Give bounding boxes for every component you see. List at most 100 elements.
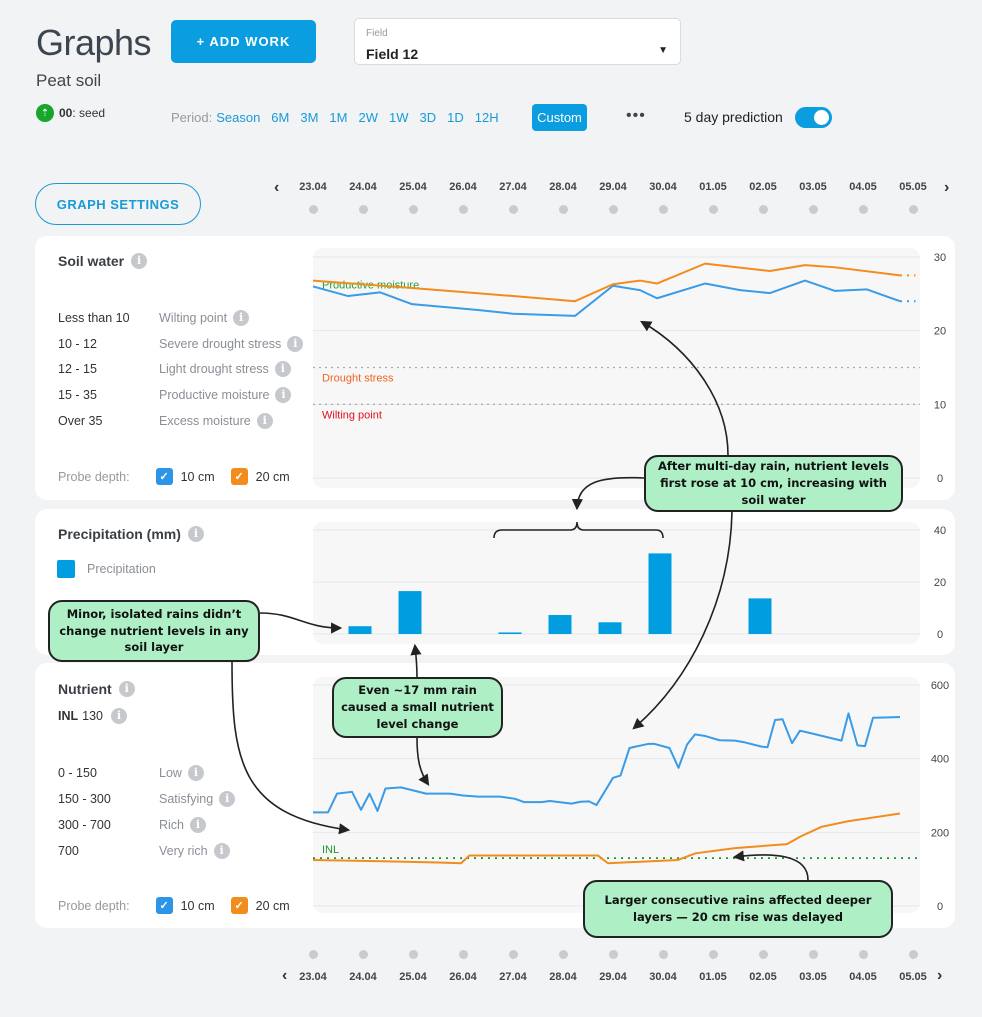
range-value: Over 35: [58, 414, 103, 428]
date-marker[interactable]: [359, 950, 368, 959]
info-icon[interactable]: i: [190, 817, 207, 833]
prediction-toggle[interactable]: [795, 107, 832, 128]
info-icon[interactable]: i: [118, 681, 135, 697]
date-marker[interactable]: [909, 205, 918, 214]
info-icon[interactable]: i: [219, 791, 236, 807]
period-1d[interactable]: 1D: [447, 110, 464, 125]
date-label[interactable]: 28.04: [549, 971, 577, 983]
info-icon[interactable]: i: [287, 336, 304, 352]
date-label[interactable]: 29.04: [599, 971, 627, 983]
date-label[interactable]: 23.04: [299, 971, 327, 983]
date-marker[interactable]: [759, 950, 768, 959]
date-marker[interactable]: [459, 950, 468, 959]
checkbox-10cm[interactable]: ✓: [155, 468, 173, 485]
field-select[interactable]: Field Field 12 ▼: [354, 18, 681, 65]
info-icon[interactable]: i: [256, 413, 273, 429]
date-marker[interactable]: [509, 950, 518, 959]
date-label[interactable]: 03.05: [799, 181, 827, 193]
date-marker[interactable]: [459, 205, 468, 214]
date-marker[interactable]: [709, 950, 718, 959]
date-marker[interactable]: [559, 205, 568, 214]
period-3m[interactable]: 3M: [300, 110, 319, 125]
date-label[interactable]: 04.05: [849, 181, 877, 193]
date-marker[interactable]: [759, 205, 768, 214]
date-label[interactable]: 05.05: [899, 181, 927, 193]
date-label[interactable]: 26.04: [449, 181, 477, 193]
info-icon[interactable]: i: [187, 765, 204, 781]
date-label[interactable]: 26.04: [449, 971, 477, 983]
date-label[interactable]: 30.04: [649, 971, 677, 983]
date-label[interactable]: 24.04: [349, 971, 377, 983]
info-icon[interactable]: i: [187, 526, 204, 542]
chevron-right-icon[interactable]: ›: [944, 179, 950, 196]
chevron-right-icon[interactable]: ›: [937, 967, 943, 984]
graph-settings-button[interactable]: GRAPH SETTINGS: [35, 183, 201, 225]
range-label: Severe drought stress: [159, 337, 282, 351]
date-marker[interactable]: [809, 950, 818, 959]
info-icon[interactable]: i: [274, 361, 291, 377]
info-icon[interactable]: i: [213, 843, 230, 859]
date-label[interactable]: 29.04: [599, 181, 627, 193]
date-marker[interactable]: [309, 950, 318, 959]
date-marker[interactable]: [559, 950, 568, 959]
date-label[interactable]: 25.04: [399, 181, 427, 193]
date-marker[interactable]: [409, 205, 418, 214]
date-label[interactable]: 30.04: [649, 181, 677, 193]
date-label[interactable]: 02.05: [749, 971, 777, 983]
period-6m[interactable]: 6M: [271, 110, 290, 125]
soil-water-title: Soil water i: [58, 253, 148, 269]
checkbox-20cm[interactable]: ✓: [230, 897, 248, 914]
date-label[interactable]: 28.04: [549, 181, 577, 193]
date-label[interactable]: 03.05: [799, 971, 827, 983]
info-icon[interactable]: i: [131, 253, 148, 269]
date-marker[interactable]: [509, 205, 518, 214]
checkbox-20cm[interactable]: ✓: [230, 468, 248, 485]
chevron-left-icon[interactable]: ‹: [274, 179, 280, 196]
date-label[interactable]: 24.04: [349, 181, 377, 193]
date-marker[interactable]: [809, 205, 818, 214]
field-label: Field: [366, 28, 388, 39]
date-marker[interactable]: [609, 950, 618, 959]
info-icon[interactable]: i: [233, 310, 250, 326]
range-row: 150 - 300 Satisfying i: [58, 791, 236, 807]
more-options-icon[interactable]: •••: [626, 107, 646, 124]
date-label[interactable]: 05.05: [899, 971, 927, 983]
checkbox-10cm[interactable]: ✓: [155, 897, 173, 914]
period-custom-button[interactable]: Custom: [532, 104, 587, 131]
period-season[interactable]: Season: [216, 110, 261, 125]
date-label[interactable]: 02.05: [749, 181, 777, 193]
date-marker[interactable]: [359, 205, 368, 214]
date-marker[interactable]: [659, 205, 668, 214]
date-marker[interactable]: [859, 205, 868, 214]
reference-label: Drought stress: [322, 373, 394, 385]
date-label[interactable]: 27.04: [499, 181, 527, 193]
period-2w[interactable]: 2W: [358, 110, 378, 125]
series-line-20cm: [312, 812, 901, 865]
date-marker[interactable]: [709, 205, 718, 214]
date-marker[interactable]: [909, 950, 918, 959]
date-marker[interactable]: [609, 205, 618, 214]
date-label[interactable]: 27.04: [499, 971, 527, 983]
date-marker[interactable]: [309, 205, 318, 214]
date-label[interactable]: 01.05: [699, 971, 727, 983]
period-1m[interactable]: 1M: [329, 110, 348, 125]
range-row: 12 - 15 Light drought stress i: [58, 361, 291, 377]
date-marker[interactable]: [659, 950, 668, 959]
period-1w[interactable]: 1W: [388, 110, 409, 125]
date-label[interactable]: 25.04: [399, 971, 427, 983]
date-label[interactable]: 01.05: [699, 181, 727, 193]
info-icon[interactable]: i: [275, 387, 292, 403]
info-icon[interactable]: i: [111, 708, 127, 724]
chevron-left-icon[interactable]: ‹: [282, 967, 288, 984]
date-label[interactable]: 23.04: [299, 181, 327, 193]
period-12h[interactable]: 12H: [474, 110, 499, 125]
probe-20-label: 20 cm: [255, 898, 290, 913]
precipitation-bar: [348, 626, 372, 634]
y-tick-label: 20: [934, 326, 946, 338]
add-work-button[interactable]: + ADD WORK: [171, 20, 316, 63]
date-marker[interactable]: [859, 950, 868, 959]
period-3d[interactable]: 3D: [419, 110, 437, 125]
date-label[interactable]: 04.05: [849, 971, 877, 983]
date-marker[interactable]: [409, 950, 418, 959]
stage-code: 00: [59, 106, 73, 120]
